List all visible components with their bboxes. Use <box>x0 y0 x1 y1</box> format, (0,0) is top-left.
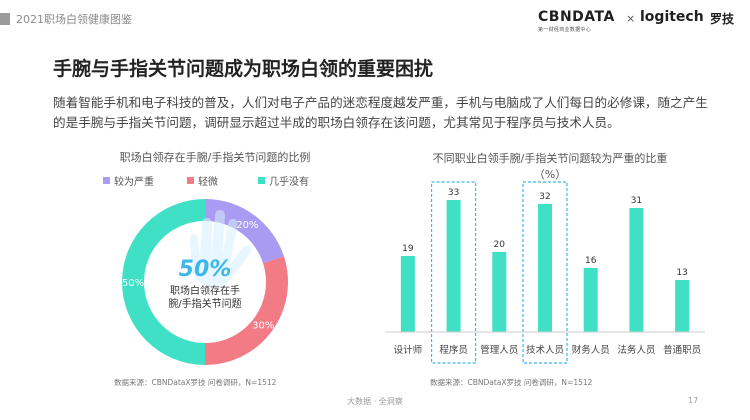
cbndata-logo-subtitle: 第一财经商业数据中心 <box>538 27 592 33</box>
legend-swatch <box>258 177 265 184</box>
bar-value-label: 20 <box>494 240 506 250</box>
hand-icon <box>189 210 252 287</box>
bar-category-label: 法务人员 <box>617 344 655 356</box>
logitech-logo: logitech <box>640 9 704 25</box>
donut-center-label-line2: 腕/手指关节问题 <box>168 297 241 310</box>
bar-value-label: 19 <box>402 244 414 254</box>
legend-label: 较为严重 <box>114 177 154 188</box>
legend-label: 轻微 <box>198 177 218 188</box>
header-marker <box>0 13 10 25</box>
donut-slice-label: 30% <box>252 320 274 331</box>
donut-chart: 20% 30% 50% 50% 职场白领存在手 腕/手指关节问题 <box>122 199 288 365</box>
highlight-box <box>430 181 477 364</box>
bar-category-label: 普通职员 <box>663 344 701 356</box>
bar <box>629 208 644 332</box>
bar-chart: 19 设计师 33 程序员 20 管理人员 32 技术人员 16 财务人员 31 法务人员 13 普通职员 <box>385 181 705 364</box>
bar <box>446 200 461 332</box>
bar <box>583 268 598 332</box>
logo-separator: × <box>626 12 636 25</box>
bar-category-label: 管理人员 <box>480 344 518 356</box>
legend-swatch <box>187 177 194 184</box>
luoji-logo: 罗技 <box>710 12 735 26</box>
bar <box>400 256 415 332</box>
page-number: 17 <box>688 396 699 405</box>
donut-center-value: 50% <box>179 257 232 282</box>
footer-slogan: 大数据 · 全洞察 <box>347 397 403 406</box>
bar-chart-title: 不同职业白领手腕/手指关节问题较为严重的比重 <box>432 152 668 165</box>
report-title: 2021职场白领健康图鉴 <box>16 13 132 26</box>
donut-slice-label: 20% <box>236 220 258 231</box>
bar <box>492 252 507 332</box>
body-paragraph: 随着智能手机和电子科技的普及，人们对电子产品的迷恋程度越发严重，手机与电脑成了人… <box>53 95 708 130</box>
bar-category-label: 财务人员 <box>572 344 610 356</box>
bar-category-label: 技术人员 <box>526 344 564 356</box>
bar <box>538 204 552 332</box>
legend-label: 几乎没有 <box>269 177 309 188</box>
legend-item-severe: 较为严重 <box>103 173 154 188</box>
bar-value-label: 16 <box>585 256 597 266</box>
legend-item-none: 几乎没有 <box>258 173 309 188</box>
bar-value-label: 32 <box>539 192 550 202</box>
bar-value-label: 31 <box>631 196 642 206</box>
bar-category-label: 程序员 <box>439 344 468 356</box>
donut-chart-source: 数据来源：CBNDataX罗技 问卷调研，N=1512 <box>114 378 277 387</box>
donut-slice-1 <box>205 256 288 365</box>
legend-swatch <box>103 177 110 184</box>
legend-item-mild: 轻微 <box>187 173 218 188</box>
donut-chart-title: 职场白领存在手腕/手指关节问题的比例 <box>119 151 311 164</box>
bar-chart-source: 数据来源：CBNDataX罗技 问卷调研，N=1512 <box>430 378 593 387</box>
bar-value-label: 33 <box>448 188 459 198</box>
bar-value-label: 13 <box>676 268 687 278</box>
cbndata-logo: CBNDATA <box>538 9 615 25</box>
donut-slice-2 <box>122 199 205 365</box>
bar-chart-unit: （%） <box>533 168 567 181</box>
bar-category-label: 设计师 <box>394 344 423 356</box>
page-title: 手腕与手指关节问题成为职场白领的重要困扰 <box>53 58 434 80</box>
donut-slice-label: 50% <box>122 278 144 289</box>
donut-center-label-line1: 职场白领存在手 <box>170 284 240 297</box>
bar <box>675 280 690 332</box>
highlight-box <box>522 181 568 364</box>
